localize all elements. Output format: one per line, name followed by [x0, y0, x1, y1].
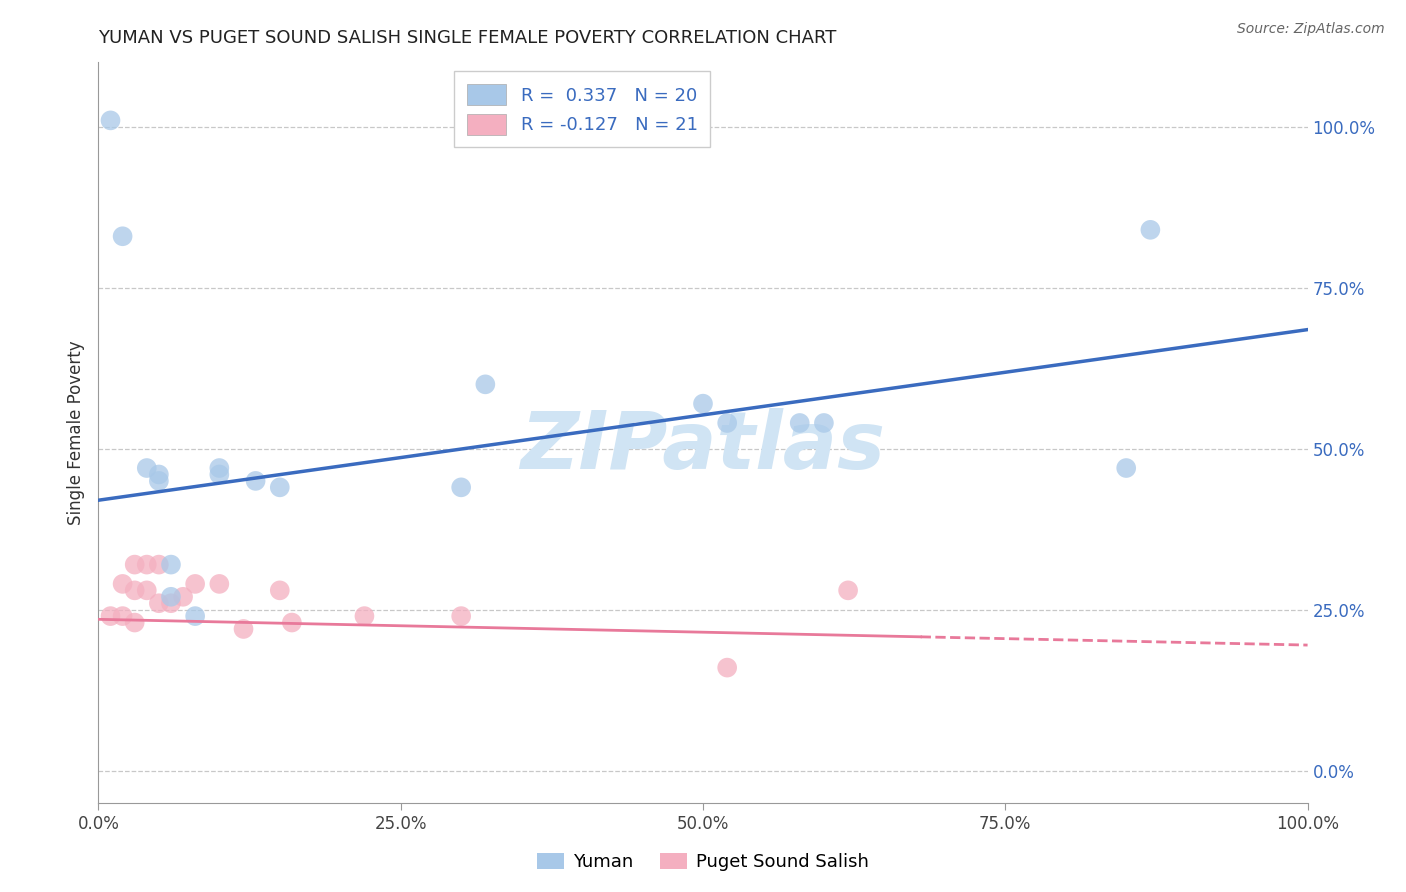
Point — [124, 558, 146, 572]
Point — [148, 474, 170, 488]
Point — [160, 590, 183, 604]
Point — [184, 609, 207, 624]
Point — [100, 113, 122, 128]
Point — [450, 480, 472, 494]
Point — [111, 577, 134, 591]
Point — [716, 660, 738, 674]
Point — [148, 596, 170, 610]
Point — [111, 229, 134, 244]
Point — [172, 590, 194, 604]
Point — [208, 461, 231, 475]
Point — [135, 461, 157, 475]
Y-axis label: Single Female Poverty: Single Female Poverty — [66, 341, 84, 524]
Point — [232, 622, 254, 636]
Point — [269, 480, 291, 494]
Point — [184, 577, 207, 591]
Point — [148, 558, 170, 572]
Text: Source: ZipAtlas.com: Source: ZipAtlas.com — [1237, 22, 1385, 37]
Point — [135, 558, 157, 572]
Point — [160, 558, 183, 572]
Point — [1139, 223, 1161, 237]
Point — [111, 609, 134, 624]
Point — [124, 615, 146, 630]
Point — [269, 583, 291, 598]
Point — [1115, 461, 1137, 475]
Text: YUMAN VS PUGET SOUND SALISH SINGLE FEMALE POVERTY CORRELATION CHART: YUMAN VS PUGET SOUND SALISH SINGLE FEMAL… — [98, 29, 837, 47]
Point — [135, 583, 157, 598]
Point — [208, 467, 231, 482]
Point — [245, 474, 267, 488]
Text: ZIPatlas: ZIPatlas — [520, 409, 886, 486]
Point — [281, 615, 304, 630]
Point — [813, 416, 835, 430]
Point — [837, 583, 859, 598]
Point — [124, 583, 146, 598]
Legend: R =  0.337   N = 20, R = -0.127   N = 21: R = 0.337 N = 20, R = -0.127 N = 21 — [454, 71, 710, 147]
Point — [160, 596, 183, 610]
Point — [353, 609, 375, 624]
Point — [716, 416, 738, 430]
Point — [692, 397, 714, 411]
Point — [100, 609, 122, 624]
Point — [208, 577, 231, 591]
Legend: Yuman, Puget Sound Salish: Yuman, Puget Sound Salish — [530, 846, 876, 879]
Point — [148, 467, 170, 482]
Point — [450, 609, 472, 624]
Point — [474, 377, 496, 392]
Point — [789, 416, 811, 430]
